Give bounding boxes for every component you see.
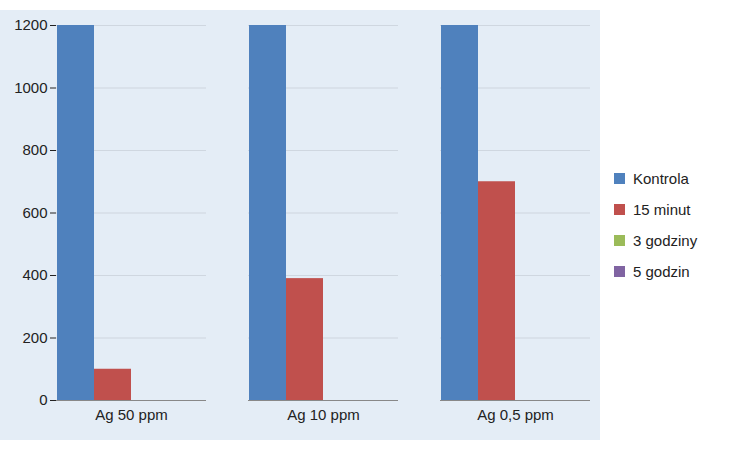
svg-text:800: 800	[22, 141, 47, 158]
html-text:5 godzin: 5 godzin	[633, 262, 690, 280]
svg-text:600: 600	[22, 203, 47, 220]
svg-text:1000: 1000	[14, 78, 47, 95]
svg-text:200: 200	[22, 328, 47, 345]
svg-text:400: 400	[22, 266, 47, 283]
html-text:Kontrola: Kontrola	[633, 169, 689, 187]
svg-text:Ag 50 ppm: Ag 50 ppm	[95, 406, 168, 423]
svg-text:Ag 0,5 ppm: Ag 0,5 ppm	[477, 406, 554, 423]
svg-text:1200: 1200	[14, 16, 47, 33]
svg-text:Ag 10 ppm: Ag 10 ppm	[287, 406, 360, 423]
svg-text:0: 0	[39, 391, 47, 408]
html-text:15 minut: 15 minut	[633, 200, 691, 218]
html-text:3 godziny: 3 godziny	[633, 231, 698, 249]
